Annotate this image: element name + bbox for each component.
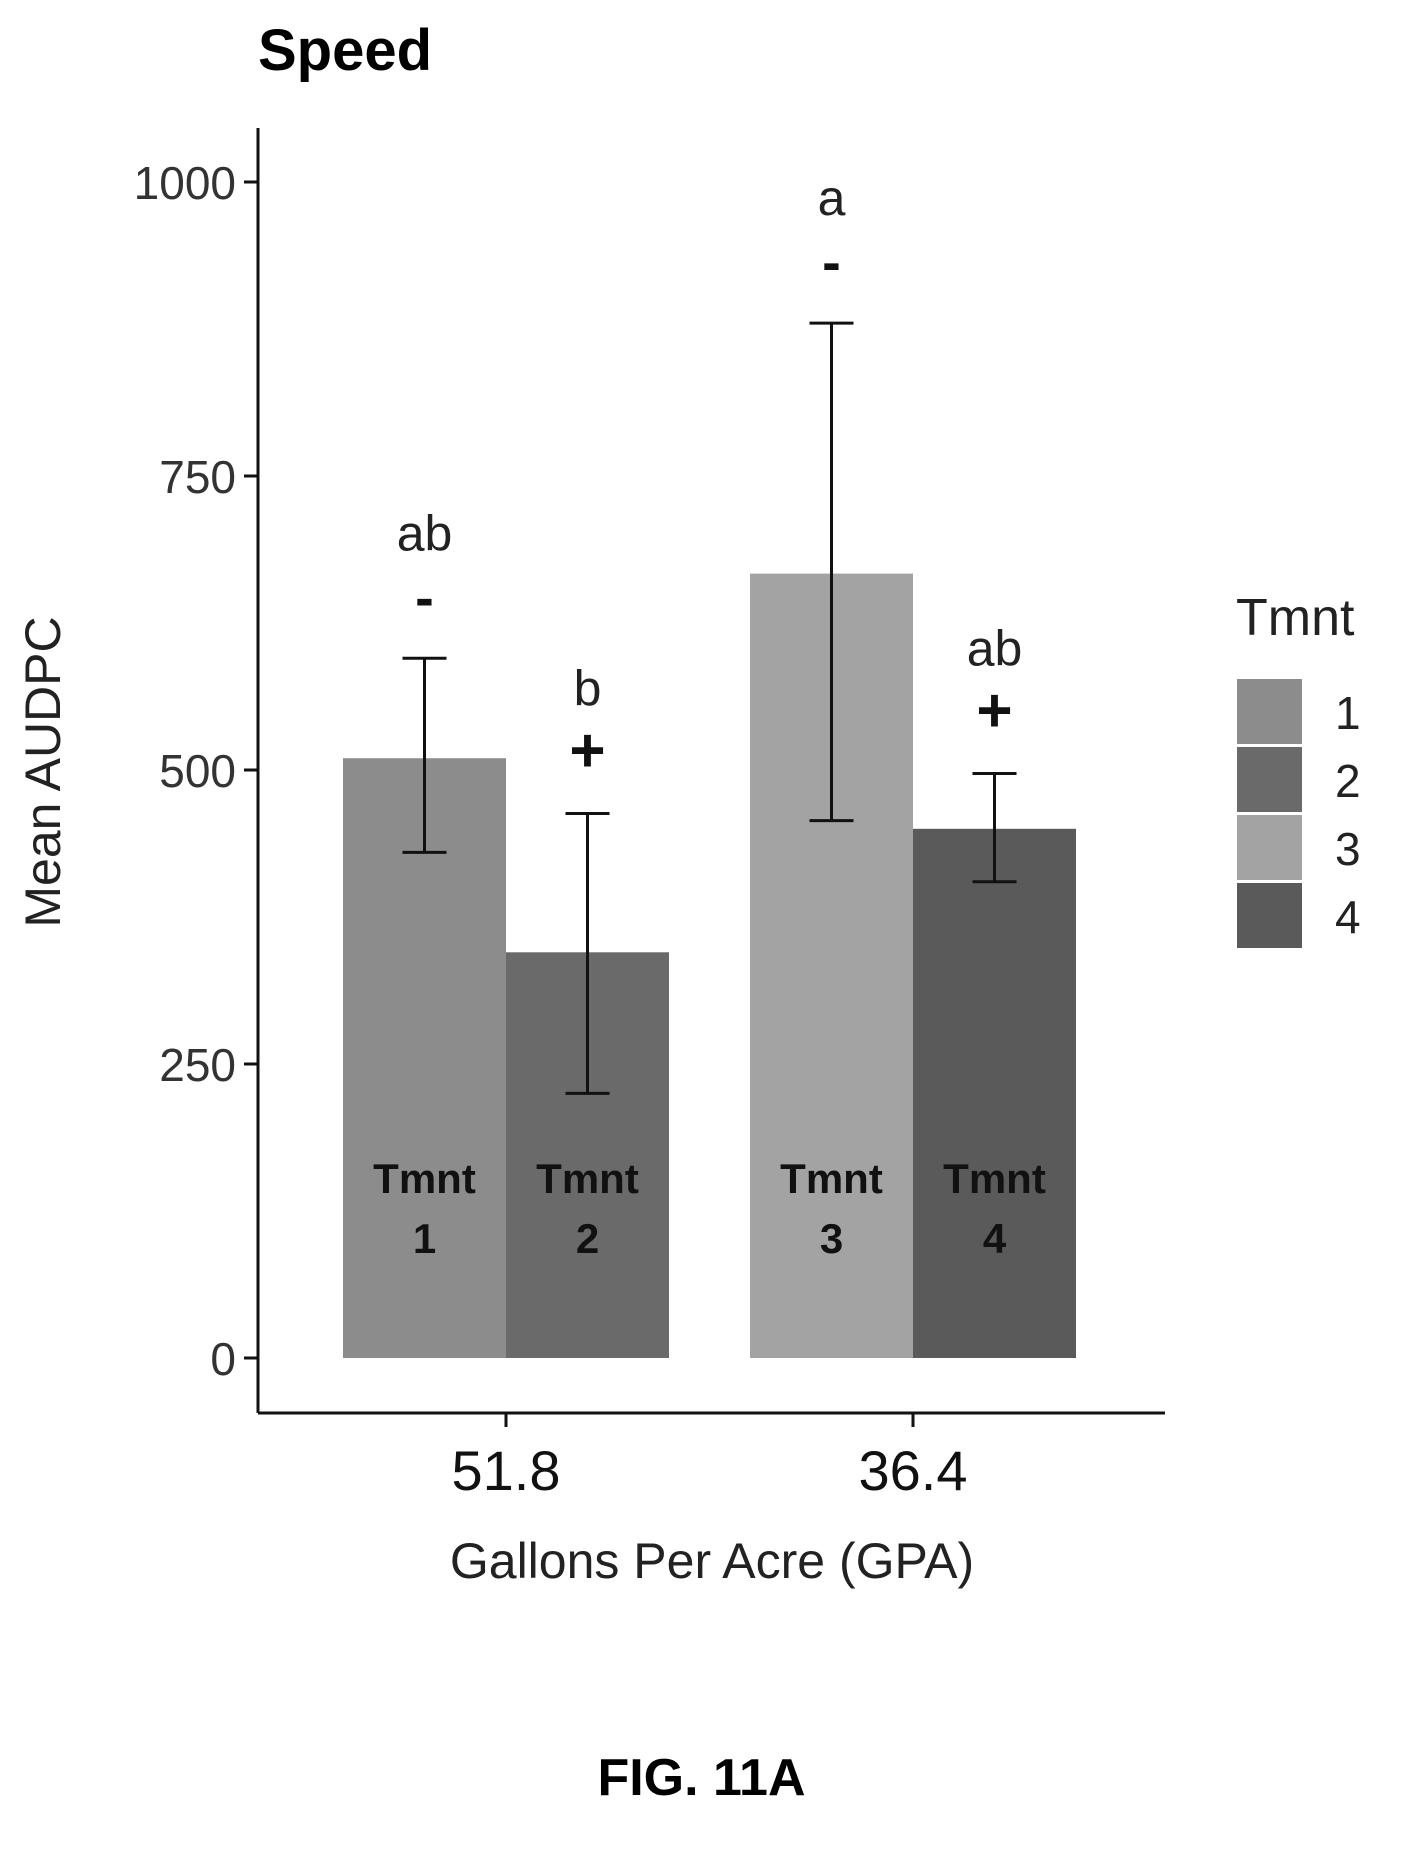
figure-caption: FIG. 11A	[597, 1749, 806, 1807]
x-tick-label-51.8: 51.8	[452, 1439, 561, 1502]
y-tick-label-750: 750	[159, 451, 236, 503]
bar-label-bottom-tmnt-2: 2	[576, 1215, 599, 1262]
significance-letter-tmnt-3: a	[818, 170, 846, 226]
bar-tmnt-1	[343, 758, 506, 1358]
bar-chart: Speed Mean AUDPC Gallons Per Acre (GPA) …	[15, 18, 1361, 1589]
bar-label-top-tmnt-1: Tmnt	[373, 1155, 476, 1202]
chart-title: Speed	[258, 18, 432, 83]
legend-title: Tmnt	[1236, 589, 1355, 647]
bar-label-top-tmnt-4: Tmnt	[943, 1155, 1046, 1202]
x-axis-label: Gallons Per Acre (GPA)	[450, 1533, 974, 1589]
y-tick-label-1000: 1000	[134, 157, 236, 209]
legend-swatch-4	[1235, 881, 1304, 950]
bar-label-bottom-tmnt-4: 4	[983, 1215, 1007, 1262]
legend-label-4: 4	[1335, 891, 1361, 943]
bar-label-top-tmnt-3: Tmnt	[780, 1155, 883, 1202]
y-tick-label-250: 250	[159, 1039, 236, 1091]
sign-tmnt-2: +	[569, 717, 605, 786]
legend-swatch-1	[1235, 677, 1304, 746]
bar-label-bottom-tmnt-1: 1	[413, 1215, 436, 1262]
x-tick-label-36.4: 36.4	[859, 1439, 968, 1502]
y-axis-label: Mean AUDPC	[15, 616, 71, 927]
legend-label-3: 3	[1335, 823, 1361, 875]
sign-tmnt-4: +	[976, 677, 1012, 746]
legend-swatch-3	[1235, 813, 1304, 882]
y-tick-label-0: 0	[210, 1333, 236, 1385]
bar-tmnt-4	[913, 828, 1076, 1358]
legend-label-2: 2	[1335, 755, 1361, 807]
bar-label-top-tmnt-2: Tmnt	[536, 1155, 639, 1202]
y-tick-label-500: 500	[159, 745, 236, 797]
sign-tmnt-1: -	[415, 565, 434, 628]
significance-letter-tmnt-4: ab	[967, 621, 1023, 677]
legend-label-1: 1	[1335, 687, 1361, 739]
legend-swatch-2	[1235, 745, 1304, 814]
bar-label-bottom-tmnt-3: 3	[820, 1215, 843, 1262]
sign-tmnt-3: -	[822, 230, 841, 293]
significance-letter-tmnt-1: ab	[397, 505, 453, 561]
significance-letter-tmnt-2: b	[574, 661, 602, 717]
